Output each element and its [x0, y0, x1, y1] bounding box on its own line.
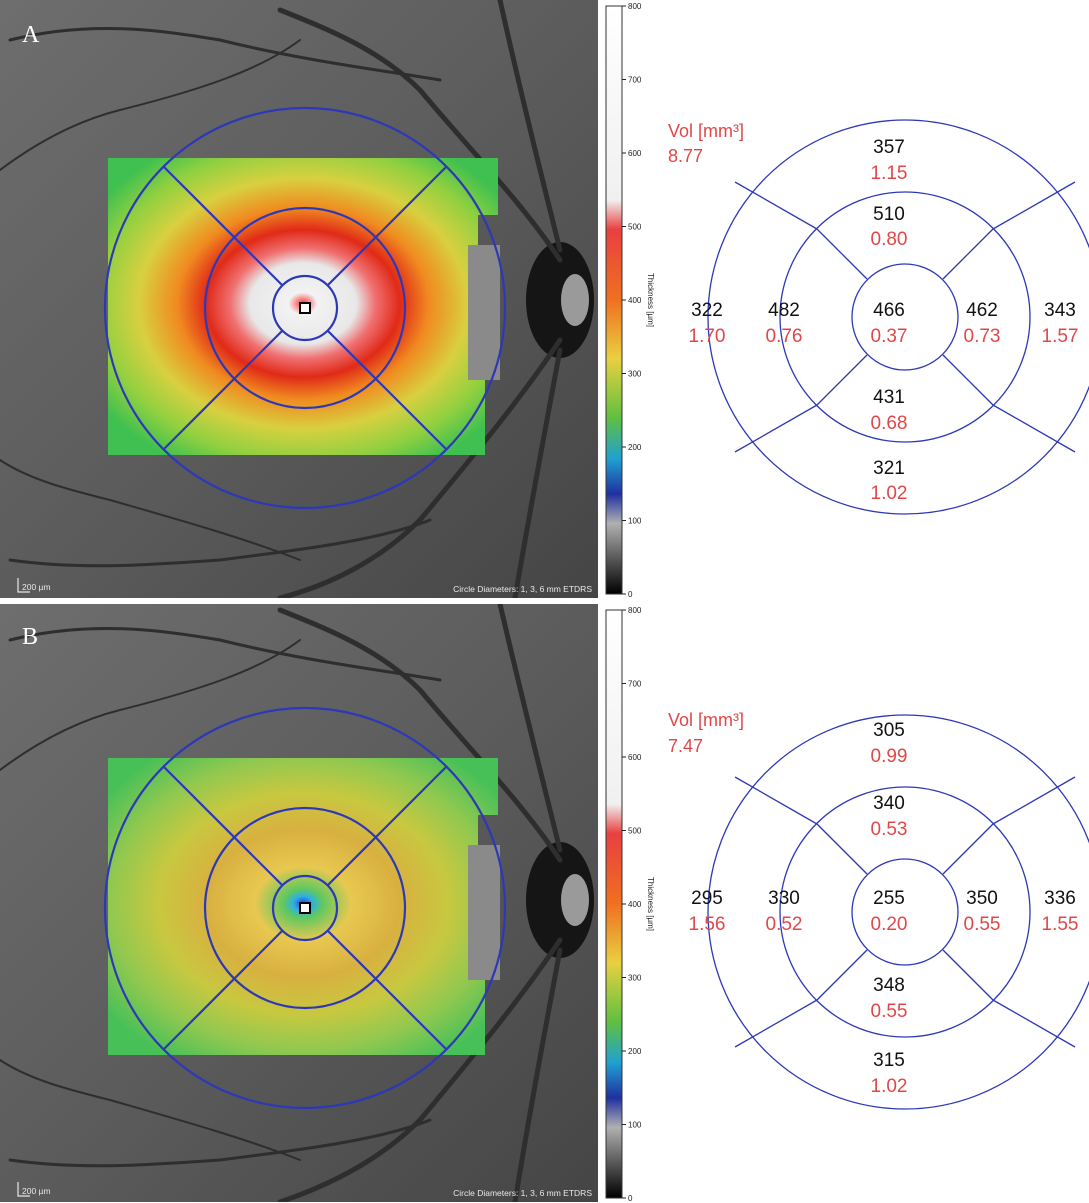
outer-temporal-thickness: 322 — [691, 300, 723, 321]
colorbar-tick-label: 0 — [628, 1194, 633, 1202]
colorbar-tick-label: 500 — [628, 223, 642, 232]
inner-superior-thickness: 510 — [873, 204, 905, 225]
retinal-vessels — [0, 604, 563, 1202]
outer-inferior-volume: 1.02 — [871, 483, 908, 504]
outer-superior-volume: 0.99 — [871, 746, 908, 767]
fovea-marker — [299, 302, 311, 314]
retinal-vessels — [0, 0, 563, 598]
colorbar-tick-label: 100 — [628, 1121, 642, 1130]
optic-disc — [526, 242, 594, 358]
colorbar-tick-label: 600 — [628, 753, 642, 762]
etdrs-chart-a: Vol [mm³] 8.77 357 1.15 510 0.80 322 1.7… — [668, 119, 1089, 515]
outer-temporal-thickness: 295 — [691, 888, 723, 909]
panel-letter: B — [22, 624, 38, 650]
outer-nasal-volume: 1.57 — [1042, 326, 1079, 347]
outer-nasal-volume: 1.55 — [1042, 914, 1079, 935]
outer-inferior-volume: 1.02 — [871, 1076, 908, 1097]
panel-b: B 200 µm Circle Diameters: 1, 3, 6 mm ET… — [0, 604, 1089, 1202]
inner-temporal-volume: 0.52 — [766, 914, 803, 935]
inner-temporal-volume: 0.76 — [766, 326, 803, 347]
inner-nasal-thickness: 350 — [966, 888, 998, 909]
thickness-colorbar-b: 800 700 600 500 400 300 200 100 0 Thickness [µm] — [605, 606, 655, 1202]
inner-inferior-thickness: 431 — [873, 387, 905, 408]
inner-superior-volume: 0.80 — [871, 229, 908, 250]
center-volume: 0.37 — [871, 326, 908, 347]
inner-inferior-volume: 0.68 — [871, 413, 908, 434]
colorbar-tick-label: 400 — [628, 296, 642, 305]
inner-nasal-thickness: 462 — [966, 300, 998, 321]
center-thickness: 466 — [873, 300, 905, 321]
panel-letter: A — [22, 22, 40, 48]
outer-superior-thickness: 357 — [873, 137, 905, 158]
outer-superior-volume: 1.15 — [871, 163, 908, 184]
fundus-image-a: A 200 µm Circle Diameters: 1, 3, 6 mm ET… — [0, 0, 598, 598]
colorbar-tick-label: 100 — [628, 517, 642, 526]
thickness-colorbar-a: 800 700 600 500 400 300 200 100 0 Thickness [µm] — [605, 2, 655, 598]
total-volume-label: Vol [mm³] — [668, 121, 744, 141]
colorbar-tick-label: 300 — [628, 370, 642, 379]
total-volume-value: 8.77 — [668, 146, 703, 166]
inner-inferior-volume: 0.55 — [871, 1001, 908, 1022]
center-volume: 0.20 — [871, 914, 908, 935]
outer-inferior-thickness: 321 — [873, 458, 905, 479]
inner-superior-thickness: 340 — [873, 793, 905, 814]
colorbar-tick-label: 200 — [628, 1047, 642, 1056]
center-thickness: 255 — [873, 888, 905, 909]
total-volume-value: 7.47 — [668, 736, 703, 756]
colorbar-tick-label: 400 — [628, 900, 642, 909]
colorbar-axis-label: Thickness [µm] — [646, 877, 655, 931]
colorbar-tick-label: 300 — [628, 974, 642, 983]
colorbar-tick-label: 600 — [628, 149, 642, 158]
inner-temporal-thickness: 482 — [768, 300, 800, 321]
outer-nasal-thickness: 336 — [1044, 888, 1076, 909]
optic-disc — [526, 842, 594, 958]
etdrs-grid-overlay — [103, 106, 507, 510]
colorbar-tick-label: 0 — [628, 590, 633, 598]
total-volume-label: Vol [mm³] — [668, 710, 744, 730]
inner-temporal-thickness: 330 — [768, 888, 800, 909]
inner-nasal-volume: 0.55 — [964, 914, 1001, 935]
circle-diameters-label: Circle Diameters: 1, 3, 6 mm ETDRS — [453, 1188, 592, 1198]
outer-temporal-volume: 1.56 — [689, 914, 726, 935]
scale-label: 200 µm — [22, 582, 51, 592]
panel-a: A 200 µm Circle Diameters: 1, 3, 6 mm ET… — [0, 0, 1089, 598]
outer-superior-thickness: 305 — [873, 720, 905, 741]
circle-diameters-label: Circle Diameters: 1, 3, 6 mm ETDRS — [453, 584, 592, 594]
colorbar-tick-label: 700 — [628, 680, 642, 689]
colorbar-tick-label: 700 — [628, 76, 642, 85]
fovea-marker — [299, 902, 311, 914]
inner-nasal-volume: 0.73 — [964, 326, 1001, 347]
colorbar-tick-label: 800 — [628, 2, 642, 11]
colorbar-tick-label: 200 — [628, 443, 642, 452]
inner-superior-volume: 0.53 — [871, 819, 908, 840]
colorbar-axis-label: Thickness [µm] — [646, 273, 655, 327]
outer-nasal-thickness: 343 — [1044, 300, 1076, 321]
etdrs-chart-b: Vol [mm³] 7.47 305 0.99 340 0.53 295 1.5… — [668, 710, 1089, 1110]
colorbar-tick-label: 800 — [628, 606, 642, 615]
scale-label: 200 µm — [22, 1186, 51, 1196]
fundus-image-b: B 200 µm Circle Diameters: 1, 3, 6 mm ET… — [0, 604, 598, 1202]
outer-inferior-thickness: 315 — [873, 1050, 905, 1071]
inner-inferior-thickness: 348 — [873, 975, 905, 996]
etdrs-grid-overlay — [103, 706, 507, 1110]
colorbar-tick-label: 500 — [628, 827, 642, 836]
outer-temporal-volume: 1.70 — [689, 326, 726, 347]
